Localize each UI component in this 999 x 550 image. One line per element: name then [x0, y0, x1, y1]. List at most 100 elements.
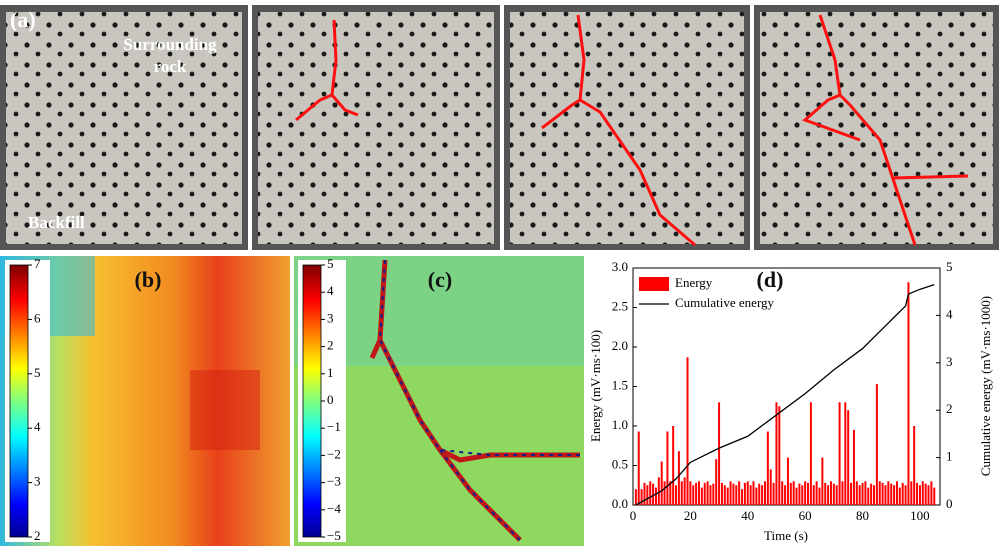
colorbar-label: 1 — [327, 365, 334, 380]
y-tick-label: 0.0 — [612, 496, 628, 511]
bar — [858, 485, 861, 505]
y-tick-label: 2.0 — [612, 338, 628, 353]
bar — [720, 482, 723, 505]
backfill-label: Backfill — [28, 213, 85, 232]
bar — [804, 481, 807, 505]
colorbar-label: 6 — [34, 310, 41, 325]
bar — [683, 477, 686, 505]
x-axis-label: Time (s) — [764, 528, 808, 543]
bar — [827, 485, 830, 505]
bar — [666, 431, 669, 505]
y2-tick-label: 5 — [946, 259, 953, 274]
panel-label: (b) — [135, 267, 162, 292]
bar — [712, 483, 715, 505]
bar — [697, 481, 700, 505]
bar — [640, 489, 643, 505]
y2-tick-label: 3 — [946, 354, 953, 369]
colorbar-label: 4 — [34, 419, 41, 434]
bar — [729, 481, 732, 505]
bar — [746, 481, 749, 505]
bar — [738, 481, 741, 505]
bar — [933, 487, 936, 505]
bar — [910, 481, 913, 505]
colorbar-label: 3 — [34, 474, 41, 489]
colorbar-label: −5 — [327, 528, 341, 543]
bar — [763, 481, 766, 505]
bar — [832, 483, 835, 505]
bar — [686, 357, 689, 505]
legend-label: Cumulative energy — [675, 295, 775, 310]
bar — [913, 426, 916, 505]
bar — [807, 482, 810, 505]
bar — [778, 406, 781, 505]
bar — [864, 481, 867, 505]
y2-tick-label: 1 — [946, 449, 953, 464]
bar — [875, 384, 878, 505]
y-tick-label: 1.5 — [612, 377, 628, 392]
photos: (a) Surrounding rock Backfill — [0, 5, 999, 250]
bar — [921, 481, 924, 505]
bar — [695, 482, 698, 505]
bar — [766, 431, 769, 505]
bar — [930, 481, 933, 505]
y-tick-label: 1.0 — [612, 417, 628, 432]
x-tick-label: 40 — [741, 508, 754, 523]
bar — [726, 487, 729, 505]
bar — [700, 487, 703, 505]
colorbar-label: 0 — [327, 392, 334, 407]
bar — [798, 483, 801, 505]
bar — [789, 482, 792, 505]
bar — [669, 481, 672, 505]
bar — [755, 487, 758, 505]
bar — [795, 487, 798, 505]
panel-label: (c) — [428, 267, 452, 292]
y2-tick-label: 4 — [946, 306, 953, 321]
bar — [852, 429, 855, 505]
rock-label: rock — [154, 57, 187, 76]
y2-tick-label: 2 — [946, 401, 953, 416]
bar — [844, 402, 847, 505]
bar — [752, 481, 755, 505]
bar — [893, 485, 896, 505]
bar — [646, 485, 649, 505]
bar — [881, 482, 884, 505]
colorbar-label: −4 — [327, 501, 341, 516]
y2-axis-label: Cumulative energy (mV·ms·1000) — [978, 296, 993, 476]
bar — [652, 483, 655, 505]
y-tick-label: 3.0 — [612, 259, 628, 274]
bar — [675, 485, 678, 505]
bar — [689, 481, 692, 505]
bar — [706, 481, 709, 505]
bar — [680, 481, 683, 505]
x-tick-label: 0 — [630, 508, 637, 523]
bar — [709, 485, 712, 505]
bar — [898, 487, 901, 505]
bar — [824, 482, 827, 505]
bar — [703, 482, 706, 505]
bar — [781, 481, 784, 505]
y-tick-label: 0.5 — [612, 456, 628, 471]
colorbar-label: 2 — [327, 338, 334, 353]
bar — [735, 485, 738, 505]
x-tick-label: 60 — [799, 508, 812, 523]
bar — [918, 485, 921, 505]
panel-label: (a) — [10, 7, 36, 32]
bar — [850, 482, 853, 505]
bar — [634, 489, 637, 505]
bar — [887, 481, 890, 505]
y2-tick-label: 0 — [946, 496, 953, 511]
bar — [907, 282, 910, 505]
bar — [772, 482, 775, 505]
bar — [818, 487, 821, 505]
bar — [657, 477, 660, 505]
colorbar-label: −1 — [327, 419, 341, 434]
colorbar-label: −2 — [327, 446, 341, 461]
bar — [732, 483, 735, 505]
bar — [775, 402, 778, 505]
bar — [821, 457, 824, 505]
x-tick-label: 80 — [856, 508, 869, 523]
bar — [924, 483, 927, 505]
bar — [792, 481, 795, 505]
bar — [878, 481, 881, 505]
